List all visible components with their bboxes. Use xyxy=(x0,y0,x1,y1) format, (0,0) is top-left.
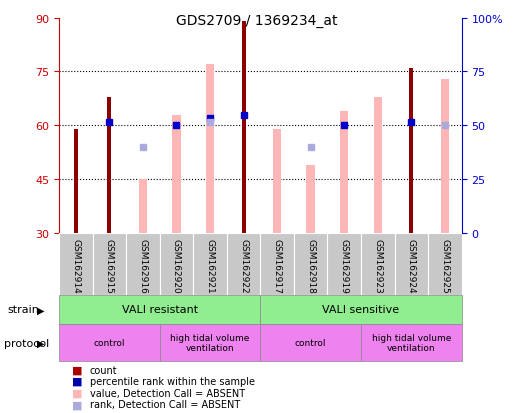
Bar xyxy=(59,233,92,295)
Bar xyxy=(227,233,260,295)
Text: ▶: ▶ xyxy=(37,338,45,348)
Bar xyxy=(172,115,181,233)
Bar xyxy=(373,97,382,233)
Text: GSM162915: GSM162915 xyxy=(105,238,114,293)
Text: ■: ■ xyxy=(72,388,82,398)
Bar xyxy=(306,165,315,233)
Text: ▶: ▶ xyxy=(37,305,45,315)
Text: count: count xyxy=(90,365,117,375)
Bar xyxy=(428,233,462,295)
Text: GSM162917: GSM162917 xyxy=(272,238,282,293)
Bar xyxy=(394,233,428,295)
Bar xyxy=(327,233,361,295)
Text: GSM162921: GSM162921 xyxy=(206,238,214,293)
Text: control: control xyxy=(93,338,125,347)
Text: GSM162923: GSM162923 xyxy=(373,238,382,293)
Text: rank, Detection Call = ABSENT: rank, Detection Call = ABSENT xyxy=(90,399,240,409)
Text: GDS2709 / 1369234_at: GDS2709 / 1369234_at xyxy=(176,14,337,28)
Bar xyxy=(139,180,147,233)
Bar xyxy=(160,233,193,295)
Text: value, Detection Call = ABSENT: value, Detection Call = ABSENT xyxy=(90,388,245,398)
Text: VALI sensitive: VALI sensitive xyxy=(323,305,400,315)
Bar xyxy=(441,79,449,233)
Bar xyxy=(206,65,214,233)
Bar xyxy=(340,112,348,233)
Text: ■: ■ xyxy=(72,399,82,409)
Bar xyxy=(92,233,126,295)
Bar xyxy=(193,233,227,295)
Text: percentile rank within the sample: percentile rank within the sample xyxy=(90,376,255,386)
Text: strain: strain xyxy=(8,305,40,315)
Text: GSM162914: GSM162914 xyxy=(71,238,80,293)
Text: GSM162919: GSM162919 xyxy=(340,238,349,293)
Text: high tidal volume
ventilation: high tidal volume ventilation xyxy=(170,333,250,352)
Text: protocol: protocol xyxy=(4,338,49,348)
Bar xyxy=(409,69,413,233)
Bar xyxy=(74,130,78,233)
Bar xyxy=(107,97,111,233)
Bar xyxy=(361,233,394,295)
Text: GSM162924: GSM162924 xyxy=(407,238,416,293)
Text: high tidal volume
ventilation: high tidal volume ventilation xyxy=(372,333,451,352)
Bar xyxy=(273,130,281,233)
Text: GSM162916: GSM162916 xyxy=(139,238,147,293)
Bar xyxy=(126,233,160,295)
Bar xyxy=(294,233,327,295)
Text: GSM162922: GSM162922 xyxy=(239,238,248,293)
Text: GSM162925: GSM162925 xyxy=(441,238,449,293)
Text: ■: ■ xyxy=(72,365,82,375)
Text: VALI resistant: VALI resistant xyxy=(122,305,198,315)
Text: GSM162918: GSM162918 xyxy=(306,238,315,293)
Bar xyxy=(260,233,294,295)
Text: ■: ■ xyxy=(72,376,82,386)
Text: control: control xyxy=(295,338,326,347)
Text: GSM162920: GSM162920 xyxy=(172,238,181,293)
Bar xyxy=(242,22,246,233)
